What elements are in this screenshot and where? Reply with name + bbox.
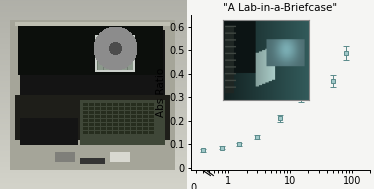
Y-axis label: Abs Ratio: Abs Ratio [156, 68, 166, 117]
Title: "A Lab-in-a-Briefcase": "A Lab-in-a-Briefcase" [223, 3, 338, 13]
Text: 0: 0 [190, 183, 196, 189]
